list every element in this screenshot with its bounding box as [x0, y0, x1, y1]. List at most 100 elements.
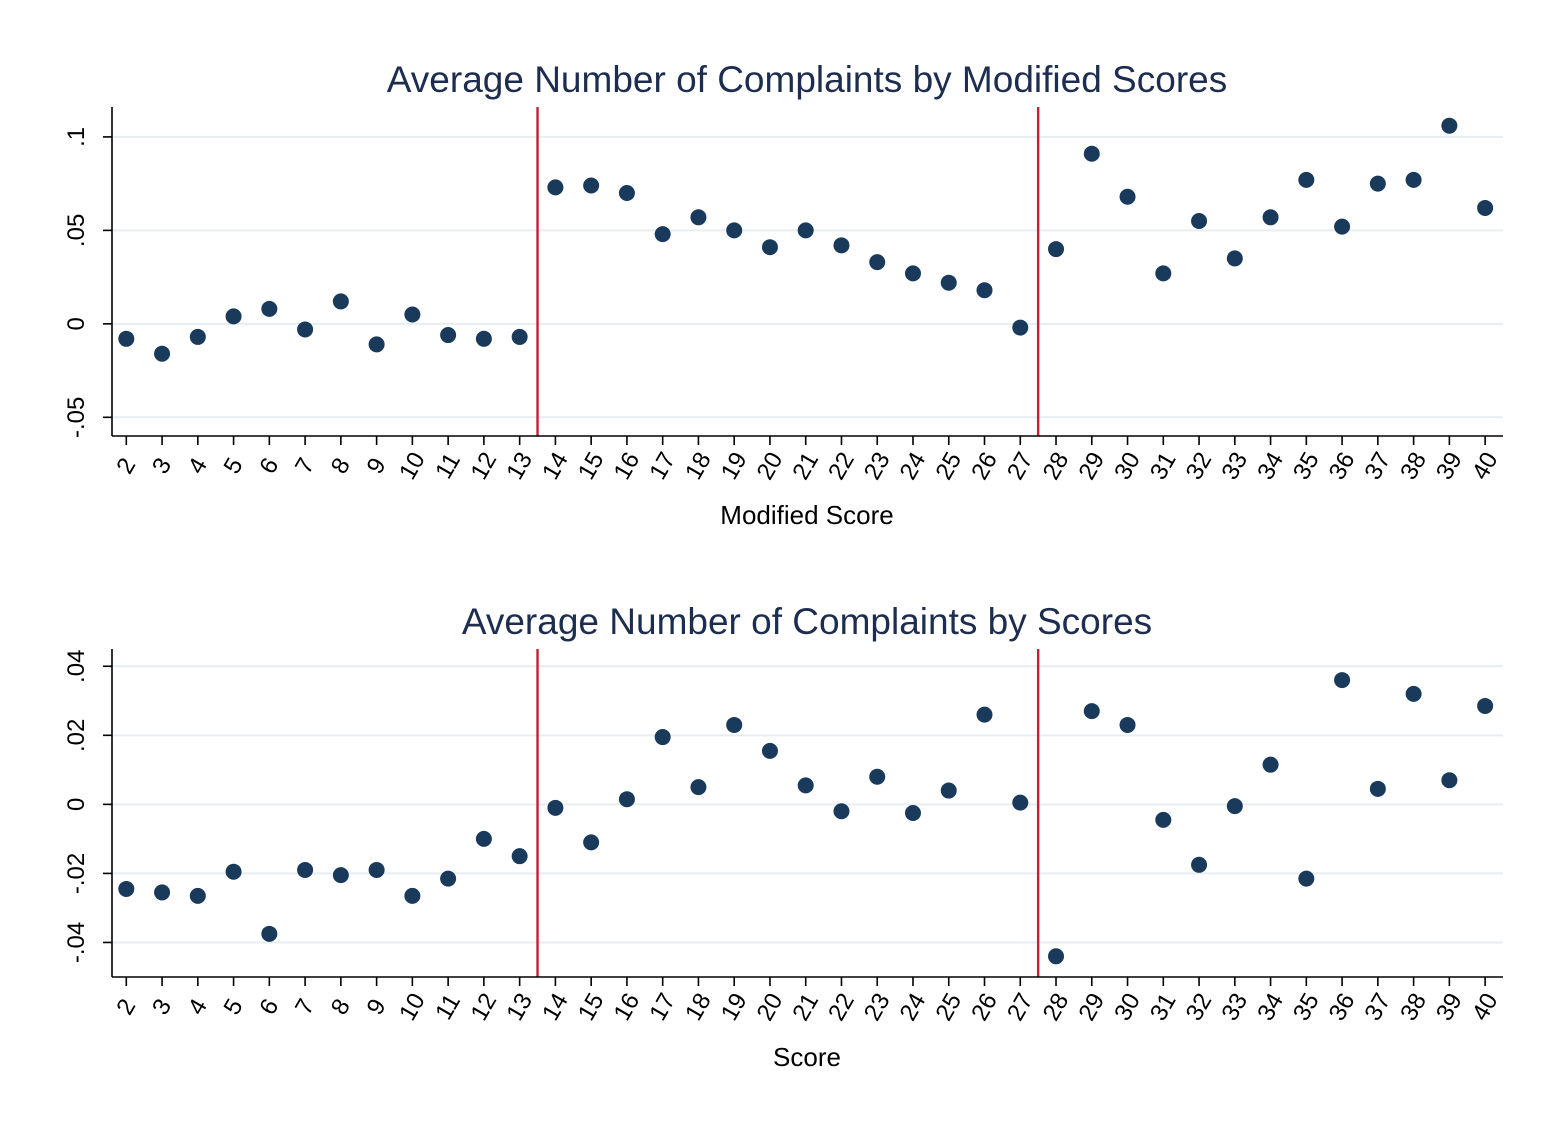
x-tick-label: 15 [573, 448, 610, 485]
data-point [1369, 780, 1386, 797]
x-tick-label: 7 [290, 994, 320, 1019]
data-point [154, 345, 171, 362]
y-tick-label: .04 [63, 650, 90, 683]
data-point [1298, 171, 1315, 188]
data-point [1262, 756, 1279, 773]
data-point [1441, 772, 1458, 789]
data-point [1048, 241, 1065, 258]
data-point [797, 222, 814, 239]
x-tick-label: 27 [1002, 989, 1039, 1026]
y-tick-label: .05 [63, 214, 90, 247]
y-tick-label: .1 [63, 127, 90, 147]
x-tick-label: 25 [930, 448, 967, 485]
x-tick-label: 35 [1288, 448, 1325, 485]
data-point [654, 729, 671, 746]
chart-panel-scores: Average Number of Complaints by Scores S… [63, 601, 1503, 1072]
x-tick-label: 22 [823, 448, 860, 485]
x-tick-label: 24 [895, 448, 932, 485]
data-point [940, 274, 957, 291]
x-tick-label: 39 [1431, 448, 1468, 485]
x-tick-label: 34 [1252, 989, 1289, 1026]
x-tick-label: 26 [966, 989, 1003, 1026]
x-tick-label: 6 [254, 453, 284, 478]
x-tick-label: 33 [1216, 989, 1253, 1026]
data-point [547, 799, 564, 816]
x-tick-label: 12 [466, 989, 503, 1026]
chart-title: Average Number of Complaints by Scores [462, 601, 1152, 642]
data-point [154, 884, 171, 901]
x-tick-label: 17 [644, 989, 681, 1026]
x-tick-label: 19 [716, 448, 753, 485]
x-tick-label: 27 [1002, 448, 1039, 485]
data-point [1334, 218, 1351, 235]
x-tick-label: 26 [966, 448, 1003, 485]
data-point [1226, 250, 1243, 267]
data-point [1012, 319, 1029, 336]
data-point [940, 782, 957, 799]
data-point [297, 861, 314, 878]
data-point [833, 803, 850, 820]
x-tick-label: 14 [537, 989, 574, 1026]
x-tick-label: 31 [1145, 448, 1182, 485]
x-tick-label: 30 [1109, 448, 1146, 485]
x-tick-label: 7 [290, 453, 320, 478]
data-point [118, 330, 135, 347]
y-tick-label: 0 [63, 317, 90, 330]
x-tick-label: 40 [1467, 989, 1504, 1026]
data-point [1477, 199, 1494, 216]
x-tick-label: 30 [1109, 989, 1146, 1026]
x-tick-label: 32 [1181, 448, 1218, 485]
data-point [189, 328, 206, 345]
x-tick-label: 12 [466, 448, 503, 485]
data-point [118, 880, 135, 897]
data-point [618, 791, 635, 808]
data-point [1441, 117, 1458, 134]
x-tick-label: 4 [183, 453, 213, 478]
x-tick-label: 8 [326, 994, 356, 1019]
data-point [1048, 948, 1065, 965]
x-tick-label: 35 [1288, 989, 1325, 1026]
x-tick-label: 36 [1324, 448, 1361, 485]
x-tick-label: 21 [787, 448, 824, 485]
data-point [904, 265, 921, 282]
x-tick-label: 38 [1395, 989, 1432, 1026]
x-tick-label: 5 [219, 453, 249, 478]
data-point [1405, 685, 1422, 702]
x-tick-label: 31 [1145, 989, 1182, 1026]
data-point [618, 184, 635, 201]
data-point [404, 306, 421, 323]
x-tick-label: 23 [859, 989, 896, 1026]
x-tick-label: 25 [930, 989, 967, 1026]
x-tick-label: 22 [823, 989, 860, 1026]
x-tick-label: 13 [501, 989, 538, 1026]
data-point [1226, 798, 1243, 815]
data-point [1262, 209, 1279, 226]
x-tick-label: 9 [362, 994, 392, 1019]
data-point [368, 861, 385, 878]
x-axis-label: Modified Score [720, 500, 893, 530]
x-tick-label: 28 [1038, 448, 1075, 485]
x-tick-label: 20 [752, 448, 789, 485]
data-point [976, 706, 993, 723]
x-tick-label: 37 [1359, 448, 1396, 485]
data-point [1119, 188, 1136, 205]
data-point [654, 226, 671, 243]
data-point [690, 209, 707, 226]
data-point [726, 222, 743, 239]
data-point [761, 742, 778, 759]
data-point [511, 328, 528, 345]
data-point [1155, 265, 1172, 282]
data-point [1191, 213, 1208, 230]
x-tick-label: 29 [1073, 448, 1110, 485]
data-point [1012, 794, 1029, 811]
data-point [583, 177, 600, 194]
x-tick-label: 32 [1181, 989, 1218, 1026]
x-tick-label: 14 [537, 448, 574, 485]
x-tick-label: 9 [362, 453, 392, 478]
x-tick-label: 10 [394, 989, 431, 1026]
x-tick-label: 38 [1395, 448, 1432, 485]
data-point [511, 848, 528, 865]
data-point [1191, 856, 1208, 873]
